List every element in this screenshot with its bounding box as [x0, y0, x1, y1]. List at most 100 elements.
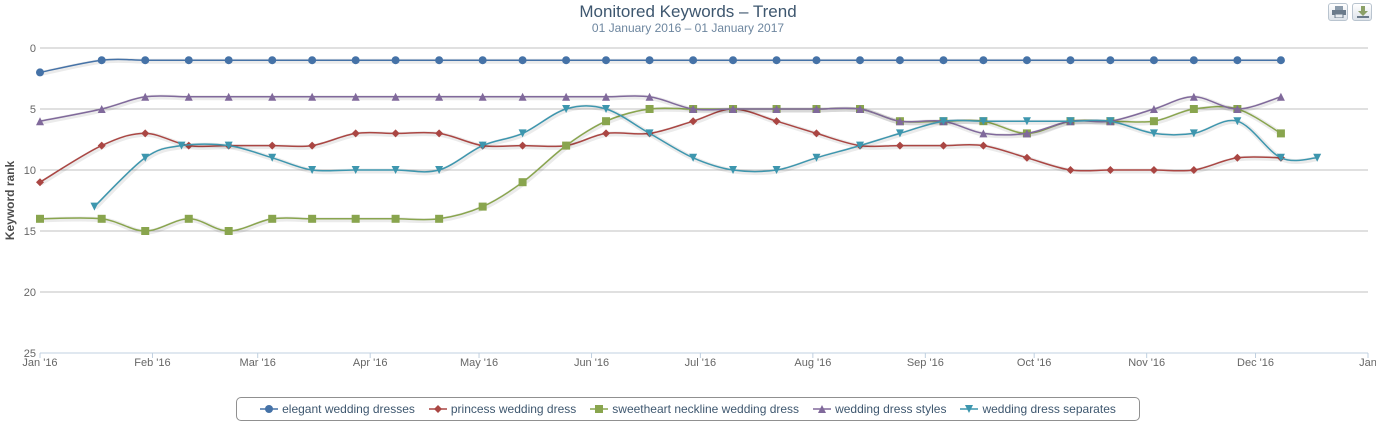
data-point[interactable] [812, 56, 821, 65]
data-point[interactable] [141, 153, 150, 162]
data-point[interactable] [772, 105, 781, 113]
data-point[interactable] [184, 214, 193, 223]
data-point[interactable] [1276, 129, 1285, 138]
data-point[interactable] [435, 166, 444, 174]
data-point[interactable] [478, 92, 487, 101]
data-point[interactable] [939, 117, 948, 126]
series-elegant-wedding-dresses[interactable] [36, 56, 1285, 77]
data-point[interactable] [1189, 92, 1198, 101]
data-point[interactable] [602, 92, 611, 101]
data-point[interactable] [97, 214, 106, 223]
series-line[interactable] [93, 105, 1318, 208]
data-point[interactable] [435, 129, 444, 138]
data-point[interactable] [351, 56, 360, 65]
data-point[interactable] [562, 56, 571, 65]
data-point[interactable] [562, 105, 571, 113]
data-point[interactable] [268, 214, 277, 223]
data-point[interactable] [645, 129, 654, 138]
data-point[interactable] [602, 56, 611, 65]
data-point[interactable] [1313, 153, 1322, 162]
data-point[interactable] [689, 153, 698, 162]
data-point[interactable] [308, 92, 317, 101]
data-point[interactable] [141, 129, 150, 138]
legend-item-wedding-dress-separates[interactable]: wedding dress separates [960, 402, 1116, 416]
data-point[interactable] [268, 141, 277, 150]
data-point[interactable] [1022, 56, 1031, 65]
data-point[interactable] [184, 56, 193, 65]
data-point[interactable] [1022, 153, 1031, 162]
data-point[interactable] [308, 214, 317, 223]
data-point[interactable] [351, 129, 360, 138]
data-point[interactable] [478, 202, 487, 211]
data-point[interactable] [602, 129, 611, 138]
data-point[interactable] [1276, 153, 1285, 162]
legend-marker[interactable] [265, 405, 274, 413]
data-point[interactable] [177, 141, 186, 150]
data-point[interactable] [729, 166, 738, 174]
data-point[interactable] [518, 129, 527, 138]
data-point[interactable] [772, 166, 781, 174]
data-point[interactable] [391, 214, 400, 223]
data-point[interactable] [1149, 117, 1158, 126]
data-point[interactable] [895, 56, 904, 65]
series-line[interactable] [39, 105, 1282, 232]
data-point[interactable] [141, 56, 150, 65]
legend-item-elegant-wedding-dresses[interactable]: elegant wedding dresses [260, 402, 415, 416]
data-point[interactable] [645, 105, 654, 113]
data-point[interactable] [268, 56, 277, 65]
data-point[interactable] [184, 141, 193, 150]
data-point[interactable] [435, 92, 444, 101]
data-point[interactable] [979, 129, 988, 138]
data-point[interactable] [435, 214, 444, 223]
data-point[interactable] [308, 56, 317, 65]
data-point[interactable] [1149, 166, 1158, 174]
data-point[interactable] [391, 166, 400, 174]
data-point[interactable] [36, 214, 44, 223]
data-point[interactable] [1189, 166, 1198, 174]
data-point[interactable] [97, 105, 106, 113]
data-point[interactable] [895, 141, 904, 150]
data-point[interactable] [979, 141, 988, 150]
data-point[interactable] [224, 56, 233, 65]
data-point[interactable] [308, 166, 317, 174]
data-point[interactable] [391, 56, 400, 65]
data-point[interactable] [1106, 56, 1115, 65]
data-point[interactable] [224, 92, 233, 101]
export-button[interactable] [1352, 3, 1372, 21]
data-point[interactable] [1276, 56, 1285, 65]
data-point[interactable] [689, 117, 698, 126]
data-point[interactable] [689, 56, 698, 65]
data-point[interactable] [1233, 117, 1242, 126]
data-point[interactable] [351, 166, 360, 174]
legend-marker[interactable] [818, 405, 827, 413]
data-point[interactable] [1189, 129, 1198, 138]
data-point[interactable] [645, 92, 654, 101]
data-point[interactable] [36, 117, 44, 126]
data-point[interactable] [1106, 117, 1115, 126]
data-point[interactable] [224, 141, 233, 150]
legend-item-sweetheart-neckline-wedding-dress[interactable]: sweetheart neckline wedding dress [590, 402, 799, 416]
series-layer[interactable] [36, 56, 1322, 235]
data-point[interactable] [856, 141, 865, 150]
legend-marker[interactable] [965, 405, 974, 413]
data-point[interactable] [478, 141, 487, 150]
data-point[interactable] [1022, 117, 1031, 126]
data-point[interactable] [141, 227, 150, 235]
data-point[interactable] [729, 105, 738, 113]
data-point[interactable] [772, 117, 781, 126]
data-point[interactable] [1149, 105, 1158, 113]
data-point[interactable] [518, 92, 527, 101]
data-point[interactable] [939, 141, 948, 150]
data-point[interactable] [1189, 105, 1198, 113]
data-point[interactable] [224, 227, 233, 235]
data-point[interactable] [351, 92, 360, 101]
data-point[interactable] [729, 56, 738, 65]
series-wedding-dress-separates[interactable] [90, 104, 1322, 211]
data-point[interactable] [97, 141, 106, 150]
data-point[interactable] [1149, 56, 1158, 65]
data-point[interactable] [391, 129, 400, 138]
data-point[interactable] [518, 56, 527, 65]
data-point[interactable] [1106, 166, 1115, 174]
data-point[interactable] [856, 56, 865, 65]
data-point[interactable] [812, 153, 821, 162]
